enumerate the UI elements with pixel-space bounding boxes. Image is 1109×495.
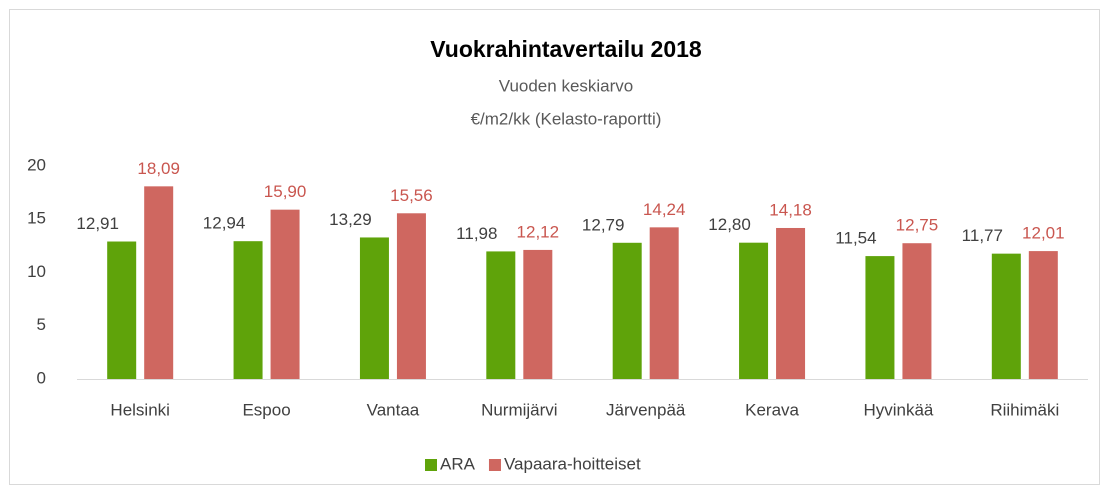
data-label: 12,75: [896, 216, 939, 235]
data-label: 12,01: [1022, 224, 1065, 243]
bar: [612, 242, 642, 379]
data-label: 13,29: [329, 210, 372, 229]
y-tick-label: 5: [37, 315, 46, 334]
legend-label: Vapaara-hoitteiset: [504, 454, 641, 473]
data-label: 18,09: [137, 159, 180, 178]
x-tick-label: Hyvinkää: [863, 400, 933, 419]
data-label: 14,24: [643, 200, 686, 219]
x-tick-label: Järvenpää: [606, 400, 686, 419]
bar: [739, 242, 769, 379]
chart-title: Vuokrahintavertailu 2018: [430, 36, 702, 62]
data-label: 15,56: [390, 186, 433, 205]
bar: [107, 241, 137, 379]
data-label: 11,77: [962, 226, 1003, 245]
bar: [902, 243, 932, 379]
legend-swatch: [425, 459, 437, 471]
data-label: 12,79: [582, 215, 625, 234]
bar: [233, 241, 263, 379]
y-tick-label: 10: [27, 262, 46, 281]
data-label: 12,80: [708, 215, 751, 234]
x-tick-label: Espoo: [242, 400, 290, 419]
bar: [1028, 251, 1058, 379]
bar: [865, 256, 895, 379]
data-label: 14,18: [769, 200, 812, 219]
bar: [649, 227, 679, 379]
x-tick-label: Kerava: [745, 400, 799, 419]
data-label: 12,94: [203, 214, 246, 233]
chart-subtitle: Vuoden keskiarvo: [499, 76, 634, 95]
bar: [523, 249, 553, 379]
bar: [396, 213, 426, 379]
y-tick-label: 20: [27, 155, 46, 174]
chart-subtitle: €/m2/kk (Kelasto-raportti): [471, 109, 662, 128]
y-tick-label: 0: [37, 368, 46, 387]
x-tick-label: Helsinki: [110, 400, 170, 419]
data-label: 15,90: [264, 182, 307, 201]
data-label: 12,91: [76, 214, 119, 233]
bar: [486, 251, 516, 379]
bar: [270, 209, 300, 379]
bar: [359, 237, 389, 379]
legend-label: ARA: [440, 454, 476, 473]
bar: [776, 227, 806, 379]
bar: [991, 253, 1021, 379]
x-tick-label: Riihimäki: [990, 400, 1059, 419]
data-label: 11,54: [835, 229, 876, 248]
bar: [144, 186, 174, 379]
x-tick-label: Nurmijärvi: [481, 400, 558, 419]
legend-swatch: [488, 459, 501, 471]
y-tick-label: 15: [27, 209, 46, 228]
data-label: 11,98: [456, 224, 497, 243]
x-tick-label: Vantaa: [367, 400, 420, 419]
data-label: 12,12: [517, 222, 560, 241]
